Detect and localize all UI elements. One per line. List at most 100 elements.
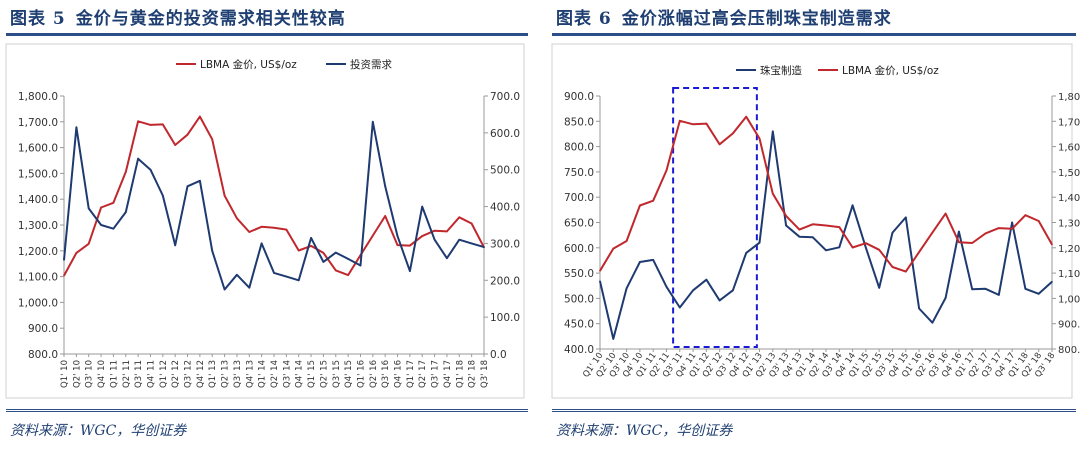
series-point [1051, 280, 1053, 283]
series-point [372, 234, 374, 237]
chart-panel-2: 图表 6 金价涨幅过高会压制珠宝制造需求 400.0 450.0 500.0 550.0… [546, 0, 1080, 454]
series-point [678, 306, 681, 309]
y-left-tick-label: 1,200.0 [18, 246, 58, 258]
series-point [149, 124, 152, 126]
series-point [732, 289, 734, 292]
series-point [904, 216, 907, 219]
series-point [174, 244, 176, 247]
x-tick-label: Q4' 17 [443, 360, 453, 388]
series-point [248, 286, 251, 289]
x-tick-label: Q4' 14 [295, 360, 305, 388]
x-tick-label: Q2' 17 [418, 360, 428, 388]
series-point [665, 285, 668, 288]
series-point [625, 287, 628, 290]
series-point [1011, 221, 1013, 224]
x-tick-label: Q2' 16 [369, 360, 379, 388]
series-point [652, 259, 654, 261]
series-point [87, 243, 90, 245]
y-left-tick-label: 850.0 [564, 116, 594, 128]
series-point [334, 269, 337, 272]
y-right-tick-label: 500.0 [490, 165, 520, 177]
chart-frame [5, 43, 525, 399]
y-left-tick-label: 1,300.0 [18, 220, 58, 232]
x-tick-label: Q3' 14 [282, 360, 292, 388]
y-right-tick-label: 1,700.0 [1058, 117, 1080, 128]
series-point [639, 261, 641, 263]
y-left-tick-label: 1,500.0 [18, 168, 58, 180]
series-point [63, 259, 65, 261]
series-point [458, 238, 461, 241]
series-point [931, 231, 934, 234]
y-left-tick-label: 650.0 [564, 218, 594, 230]
series-point [971, 242, 974, 244]
series-line [599, 115, 1053, 273]
y-left-tick-label: 1,600.0 [18, 143, 58, 155]
x-tick-label: Q4' 16 [394, 360, 404, 388]
series-point [162, 194, 164, 197]
y-left-tick-label: 900.0 [564, 91, 594, 103]
series-point [421, 205, 424, 208]
series-point [236, 217, 238, 220]
y-right-tick-label: 1,500.0 [1058, 168, 1080, 179]
series-point [260, 226, 263, 228]
x-tick-label: Q2' 18 [468, 360, 478, 388]
series-point [958, 241, 960, 244]
series-point [944, 297, 947, 299]
series-point [433, 229, 436, 232]
y-right-tick-label: 1,300.0 [1058, 219, 1080, 230]
series-point [785, 215, 787, 217]
series-point [878, 286, 880, 289]
x-tick-label: Q2' 13 [221, 360, 231, 388]
y-left-tick-label: 1,700.0 [18, 117, 58, 129]
y-right-tick-label: 700.0 [490, 91, 520, 103]
series-point [372, 121, 374, 123]
series-point [446, 230, 448, 233]
x-tick-label: Q3' 15 [332, 360, 342, 388]
series-point [984, 232, 987, 235]
footer-rule [552, 409, 1076, 412]
y-right-tick-label: 1,000.0 [1058, 294, 1080, 305]
series-point [838, 226, 841, 228]
series-point [971, 288, 974, 291]
series-point [758, 137, 761, 140]
series-point [811, 223, 814, 226]
series-point [984, 287, 987, 290]
series-point [625, 240, 628, 242]
y-left-tick-label: 900.0 [28, 323, 58, 335]
y-right-tick-label: 1,200.0 [1058, 244, 1080, 255]
series-point [273, 227, 275, 229]
y-left-tick-label: 550.0 [564, 268, 594, 280]
x-tick-label: Q4' 10 [97, 360, 107, 388]
series-point [998, 227, 1000, 229]
series-point [297, 249, 300, 252]
series-point [678, 119, 681, 122]
series-point [223, 288, 226, 291]
series-point [297, 279, 300, 282]
series-point [384, 185, 386, 188]
series-point [652, 199, 654, 202]
y-left-tick-label: 700.0 [564, 192, 594, 204]
x-tick-label: Q3' 12 [184, 360, 194, 388]
series-point [124, 211, 127, 213]
x-tick-label: Q3' 11 [134, 360, 144, 388]
series-point [865, 242, 867, 245]
y-left-tick-label: 1,800.0 [18, 91, 58, 103]
y-left-tick-label: 1,400.0 [18, 194, 58, 206]
y-left-tick-label: 800.0 [564, 142, 594, 154]
series-point [732, 132, 734, 135]
series-line [63, 115, 485, 277]
series-point [112, 202, 115, 204]
figure-title: 金价与黄金的投资需求相关性较高 [75, 9, 346, 29]
y-right-tick-label: 1,400.0 [1058, 193, 1080, 204]
series-point [409, 244, 411, 247]
x-tick-label: Q2' 15 [319, 360, 329, 388]
series-point [612, 338, 615, 340]
x-tick-label: Q4' 13 [245, 360, 255, 388]
figure-label: 图表 5 [10, 9, 66, 29]
series-point [483, 246, 485, 248]
series-point [137, 157, 139, 160]
series-point [421, 235, 424, 237]
x-tick-label: Q3' 16 [381, 360, 391, 388]
series-point [718, 143, 721, 146]
series-point [162, 123, 164, 126]
